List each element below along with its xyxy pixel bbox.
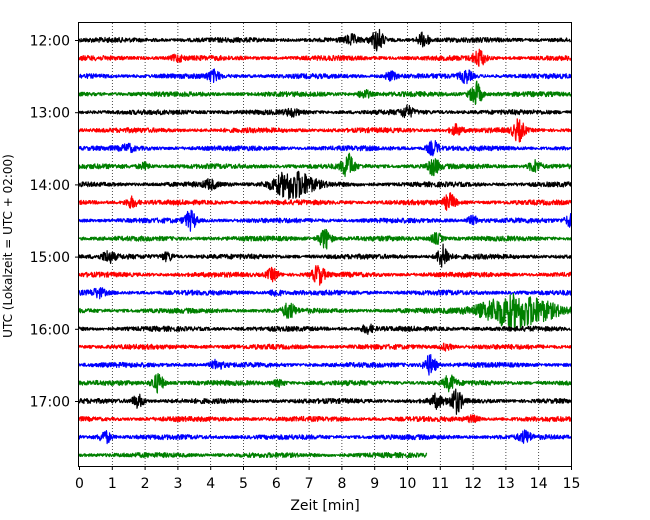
x-tick-label: 5 <box>239 476 248 492</box>
seismic-trace <box>78 243 572 268</box>
seismic-trace <box>78 287 572 300</box>
seismic-trace <box>78 228 572 250</box>
x-tick-label: 6 <box>272 476 281 492</box>
x-tick-label: 7 <box>305 476 314 492</box>
y-tick-label: 15:00 <box>30 250 70 266</box>
y-tick-label: 17:00 <box>30 395 70 411</box>
x-tick-label: 0 <box>75 476 84 492</box>
seismic-trace <box>78 373 572 394</box>
seismic-trace <box>78 292 572 329</box>
seismic-trace <box>78 118 572 143</box>
x-tick-label: 11 <box>431 476 449 492</box>
x-axis-label: Zeit [min] <box>290 498 359 514</box>
x-tick-label: 2 <box>141 476 150 492</box>
y-tick-label: 16:00 <box>30 322 70 338</box>
seismic-trace <box>78 429 572 445</box>
seismic-trace <box>78 68 572 85</box>
x-axis: 0 1 2 3 4 5 6 7 8 9 10 11 12 13 14 15 <box>75 466 580 492</box>
x-tick-label: 13 <box>497 476 515 492</box>
seismic-trace <box>78 140 572 157</box>
y-tick-label: 12:00 <box>30 34 70 50</box>
x-tick-label: 4 <box>206 476 215 492</box>
x-tick-label: 14 <box>530 476 548 492</box>
seismic-trace <box>78 342 572 352</box>
seismic-trace <box>78 104 572 119</box>
traces <box>78 28 572 459</box>
x-tick-label: 3 <box>173 476 182 492</box>
seismic-trace <box>78 170 572 200</box>
plot-frame <box>78 22 572 467</box>
x-tick-label: 15 <box>563 476 581 492</box>
seismic-trace <box>78 209 572 232</box>
x-tick-label: 10 <box>399 476 417 492</box>
seismic-trace <box>78 28 572 52</box>
seismic-trace <box>78 80 572 106</box>
seismic-trace <box>78 323 572 335</box>
grid <box>111 23 540 466</box>
x-tick-label: 12 <box>464 476 482 492</box>
x-tick-label: 1 <box>108 476 117 492</box>
seismic-trace <box>78 264 572 286</box>
y-axis: 12:00 13:00 14:00 15:00 16:00 17:00 <box>30 34 79 411</box>
seismic-trace <box>78 48 572 67</box>
seismic-trace <box>78 353 572 376</box>
seismic-trace <box>78 152 572 178</box>
x-tick-label: 8 <box>337 476 346 492</box>
seismic-trace <box>78 388 572 415</box>
x-tick-label: 9 <box>370 476 379 492</box>
seismic-trace <box>78 192 572 211</box>
y-axis-label: UTC (Lokalzeit = UTC + 02:00) <box>1 154 15 338</box>
y-tick-label: 14:00 <box>30 178 70 194</box>
seismic-trace <box>78 414 572 424</box>
y-tick-label: 13:00 <box>30 106 70 122</box>
seismic-trace <box>78 451 428 459</box>
